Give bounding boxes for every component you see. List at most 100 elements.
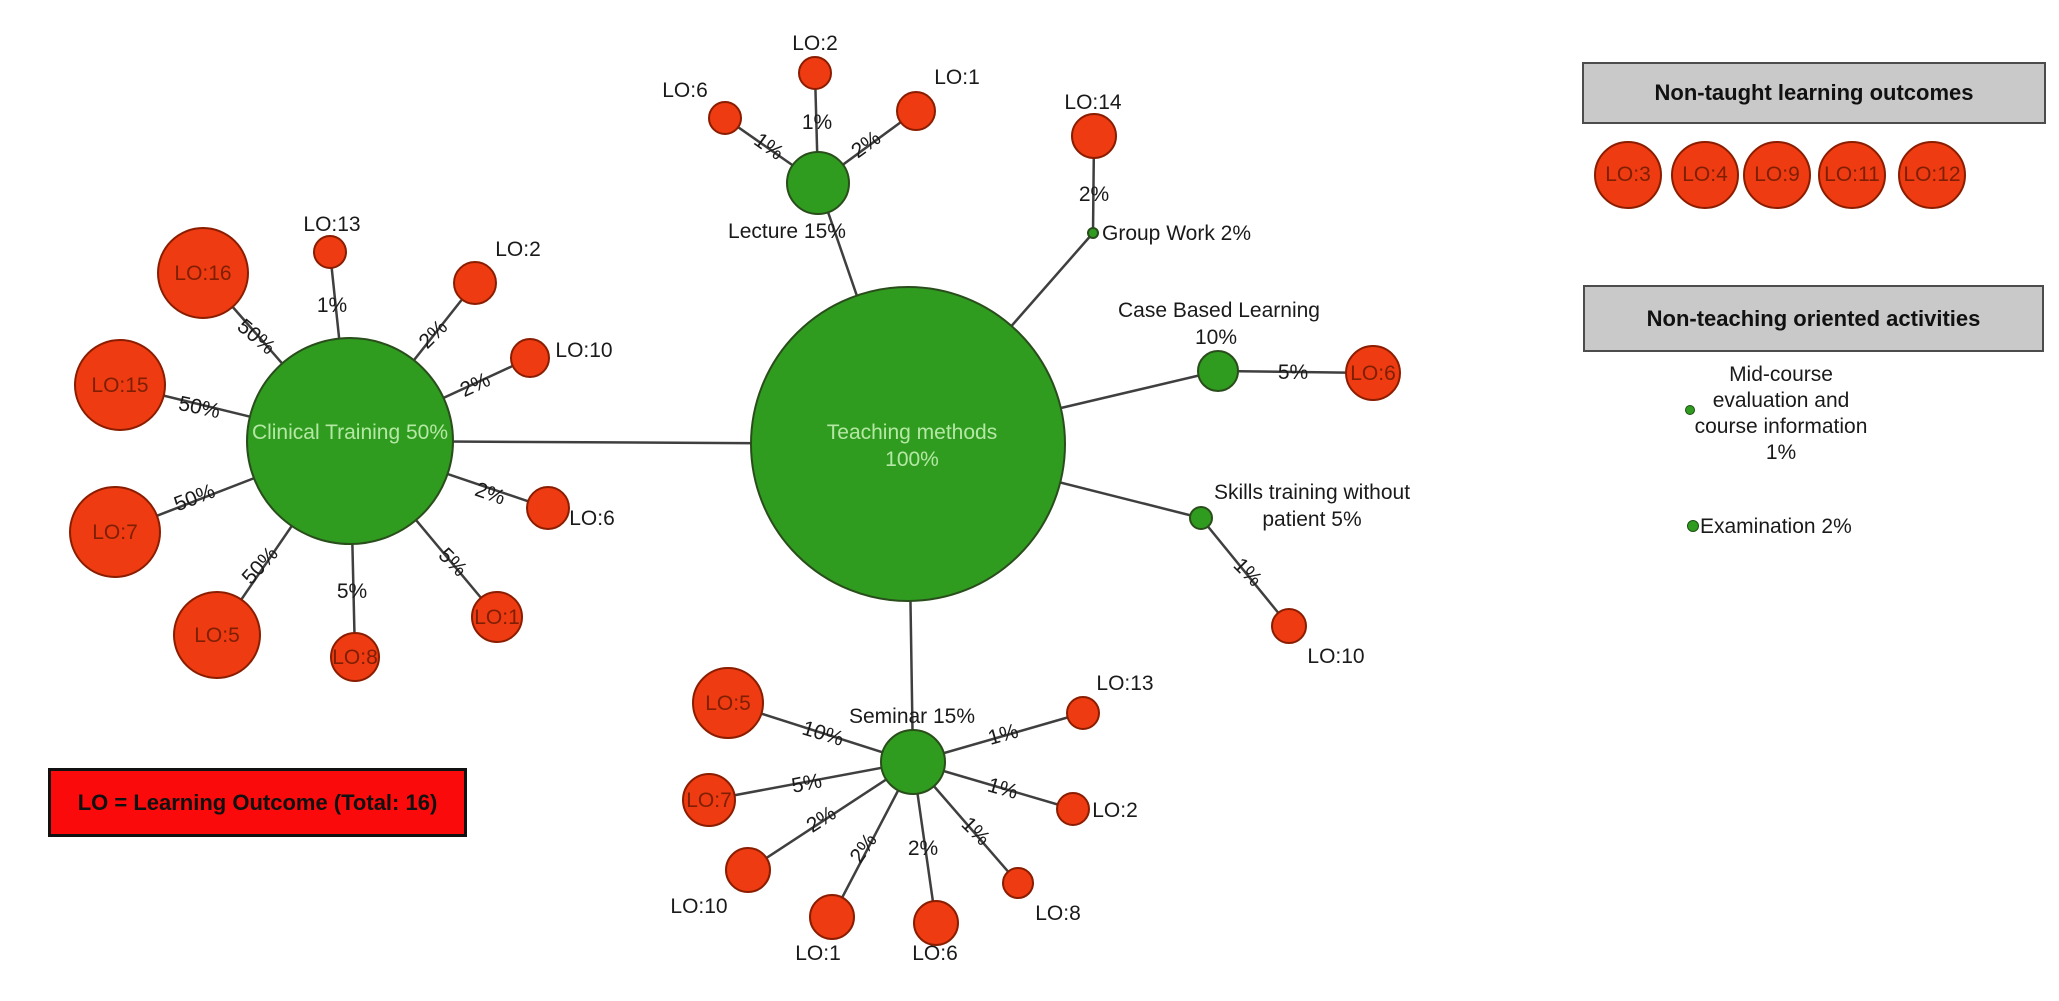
node-cbl-circle (1197, 350, 1239, 392)
node-c10-circle (510, 338, 550, 378)
node-s10-circle (1271, 608, 1307, 644)
node-m7-label-0: LO:7 (686, 789, 732, 812)
non-taught-lo9-circle: LO:9 (1743, 141, 1811, 209)
node-l6-circle (708, 101, 742, 135)
edge-label-cbl-cb6: 5% (1278, 361, 1308, 384)
edge-label-seminar-m13: 1% (985, 720, 1021, 750)
non-taught-lo3-circle: LO:3 (1594, 141, 1662, 209)
edge-label-seminar-m1: 2% (846, 829, 882, 867)
node-skills-label-0: Skills training without (1214, 481, 1410, 504)
node-m6-circle (913, 900, 959, 946)
node-clinical-circle (246, 337, 454, 545)
node-teaching-label-1: 100% (885, 448, 939, 471)
examination-dot-icon (1687, 520, 1699, 532)
non-taught-lo12-label: LO:12 (1903, 163, 1961, 186)
node-l1-circle (896, 91, 936, 131)
node-groupwork-label-0: Group Work 2% (1102, 222, 1251, 245)
node-c10-label-0: LO:10 (555, 339, 612, 362)
mid-course-evaluation-label: Mid-course evaluation and course informa… (1694, 363, 1868, 464)
edge-label-seminar-m5: 10% (799, 717, 846, 751)
node-cb6-label-0: LO:6 (1350, 362, 1396, 385)
node-m1-circle (809, 894, 855, 940)
edge-label-seminar-m7: 5% (790, 769, 824, 797)
node-groupwork-circle (1087, 227, 1099, 239)
non-taught-lo12-circle: LO:12 (1898, 141, 1966, 209)
node-l6-label-0: LO:6 (662, 79, 708, 102)
node-c16-circle (157, 227, 249, 319)
node-c6-circle (526, 486, 570, 530)
node-g14-circle (1071, 113, 1117, 159)
edge-seminar-m7 (708, 760, 914, 802)
node-c6-label-0: LO:6 (569, 507, 615, 530)
node-lecture-label-0: Lecture 15% (728, 220, 846, 243)
node-cb6-circle (1345, 345, 1401, 401)
node-c13-label-0: LO:13 (303, 213, 360, 236)
node-c1-label-0: LO:1 (474, 606, 520, 629)
non-taught-lo3-label: LO:3 (1605, 163, 1651, 186)
edge-label-clinical-c10: 2% (457, 368, 494, 402)
edge-label-clinical-c15: 50% (176, 392, 222, 423)
node-m7-circle (682, 773, 736, 827)
examination-label: Examination 2% (1700, 515, 1852, 538)
node-c15-circle (74, 339, 166, 431)
non-taught-lo11-label: LO:11 (1824, 163, 1880, 186)
edge-label-groupwork-g14: 2% (1079, 183, 1109, 206)
lo-definition-label: LO = Learning Outcome (Total: 16) (77, 789, 438, 815)
node-g14-label-0: LO:14 (1064, 91, 1122, 114)
node-teaching-label-0: Teaching methods (827, 421, 997, 444)
node-m5-label-0: LO:5 (705, 692, 751, 715)
non-taught-lo4-circle: LO:4 (1671, 141, 1739, 209)
node-c7-label-0: LO:7 (92, 521, 138, 544)
node-m2-circle (1056, 792, 1090, 826)
node-m13-circle (1066, 696, 1100, 730)
node-skills-label-1: patient 5% (1262, 508, 1361, 531)
mid-course-dot-icon (1685, 405, 1695, 415)
node-m2-label-0: LO:2 (1092, 799, 1138, 822)
node-m8-circle (1002, 867, 1034, 899)
node-c1-circle (471, 591, 523, 643)
edge-label-clinical-c6: 2% (472, 478, 508, 510)
edge-label-seminar-m2: 1% (985, 774, 1021, 804)
edge-label-clinical-c13: 1% (317, 294, 347, 317)
node-c7-circle (69, 486, 161, 578)
node-m8-label-0: LO:8 (1035, 902, 1081, 925)
node-skills-circle (1189, 506, 1213, 530)
non-taught-lo11-circle: LO:11 (1818, 141, 1886, 209)
node-c15-label-0: LO:15 (91, 374, 148, 397)
non-taught-lo9-label: LO:9 (1754, 163, 1800, 186)
node-c5-label-0: LO:5 (194, 624, 240, 647)
node-seminar-label-0: Seminar 15% (849, 705, 975, 728)
node-m1-label-0: LO:1 (795, 942, 841, 965)
node-cbl-label-1: 10% (1195, 326, 1237, 349)
node-l1-label-0: LO:1 (934, 66, 980, 89)
edge-label-clinical-c8: 5% (337, 580, 367, 603)
lo-definition-box: LO = Learning Outcome (Total: 16) (48, 768, 467, 837)
node-cbl-label-0: Case Based Learning (1118, 299, 1320, 322)
non-taught-outcomes-title: Non-taught learning outcomes (1654, 80, 1974, 105)
edge-label-seminar-m6: 2% (908, 837, 938, 860)
node-clinical-label-0: Clinical Training 50% (252, 421, 448, 444)
node-seminar-circle (880, 729, 946, 795)
non-taught-outcomes-header: Non-taught learning outcomes (1582, 62, 2046, 124)
node-s10-label-0: LO:10 (1307, 645, 1364, 668)
non-teaching-activities-title: Non-teaching oriented activities (1646, 305, 1981, 331)
edge-skills-s10 (1200, 517, 1290, 627)
node-m5-circle (692, 667, 764, 739)
node-m13-label-0: LO:13 (1096, 672, 1153, 695)
node-teaching-circle (750, 286, 1066, 602)
node-m10-circle (725, 847, 771, 893)
node-c8-label-0: LO:8 (332, 646, 378, 669)
node-l2-label-0: LO:2 (792, 32, 838, 55)
edge-label-lecture-l2: 1% (802, 111, 832, 134)
node-l2-circle (798, 56, 832, 90)
node-c5-circle (173, 591, 261, 679)
node-c2-circle (453, 261, 497, 305)
node-c2-label-0: LO:2 (495, 238, 541, 261)
node-lecture-circle (786, 151, 850, 215)
node-m6-label-0: LO:6 (912, 942, 958, 965)
edge-label-clinical-c2: 2% (415, 316, 453, 354)
node-c16-label-0: LO:16 (174, 262, 231, 285)
node-c8-circle (330, 632, 380, 682)
